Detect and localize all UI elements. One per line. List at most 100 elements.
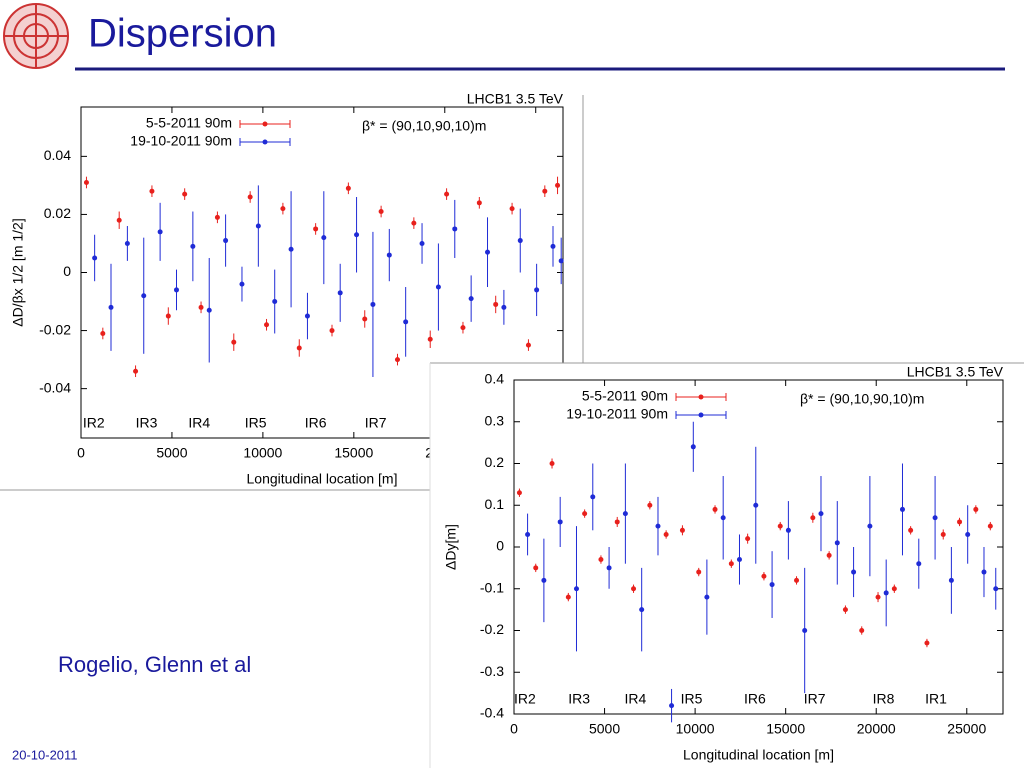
region-label: IR1 [925, 691, 947, 707]
y-tick-label: 0 [496, 538, 504, 554]
region-label: IR6 [305, 415, 327, 431]
y-tick-label: 0.02 [44, 205, 71, 221]
region-label: IR8 [873, 691, 895, 707]
point [370, 301, 376, 307]
chart-title: LHCB1 3.5 TeV [907, 364, 1004, 380]
point [777, 523, 783, 529]
point [753, 502, 759, 508]
x-tick-label: 25000 [947, 721, 986, 737]
point [712, 506, 718, 512]
point [345, 185, 351, 191]
point [403, 319, 409, 325]
point [720, 515, 726, 521]
point [728, 561, 734, 567]
point [655, 523, 661, 529]
point [834, 540, 840, 546]
point [981, 569, 987, 575]
region-label: IR4 [188, 415, 210, 431]
point [124, 240, 130, 246]
point [875, 594, 881, 600]
y-tick-label: 0 [63, 263, 71, 279]
logo [3, 3, 69, 69]
region-label: IR5 [681, 691, 703, 707]
point [704, 594, 710, 600]
point [280, 206, 286, 212]
point [826, 552, 832, 558]
point [802, 628, 808, 633]
point [214, 214, 220, 220]
point [557, 519, 563, 525]
y-tick-label: -0.02 [39, 321, 71, 337]
point [940, 531, 946, 537]
region-label: IR2 [83, 415, 105, 431]
point [818, 511, 824, 517]
point [565, 594, 571, 600]
point [337, 290, 343, 296]
point [304, 313, 310, 319]
annotation: β* = (90,10,90,10)m [800, 391, 924, 407]
point [957, 519, 963, 525]
y-tick-label: -0.04 [39, 379, 71, 395]
point [516, 490, 522, 496]
point [116, 217, 122, 223]
point [501, 304, 507, 310]
date: 20-10-2011 [12, 747, 78, 762]
legend-swatch [698, 412, 704, 418]
x-axis-label: Longitudinal location [m] [683, 747, 834, 763]
point [247, 194, 253, 200]
y-tick-label: 0.1 [485, 496, 505, 512]
point [272, 299, 278, 305]
point [411, 220, 417, 226]
y-tick-label: 0.3 [485, 412, 505, 428]
point [182, 191, 188, 197]
point [810, 515, 816, 521]
point [288, 246, 294, 252]
x-tick-label: 15000 [334, 445, 373, 461]
region-label: IR5 [245, 415, 267, 431]
x-tick-label: 15000 [766, 721, 805, 737]
y-tick-label: 0.2 [485, 454, 505, 470]
point [427, 336, 433, 342]
point [669, 703, 675, 709]
point [598, 557, 604, 563]
x-tick-label: 5000 [156, 445, 187, 461]
point [321, 235, 327, 241]
y-tick-label: -0.3 [480, 663, 504, 679]
point [525, 531, 531, 537]
point [509, 206, 515, 212]
point [550, 243, 556, 249]
point [255, 223, 261, 229]
region-label: IR3 [136, 415, 158, 431]
point [190, 243, 196, 249]
point [452, 226, 458, 232]
point [948, 577, 954, 583]
point [785, 527, 791, 533]
annotation: β* = (90,10,90,10)m [362, 118, 486, 134]
point [606, 565, 612, 571]
point [622, 511, 628, 517]
point [264, 322, 270, 328]
point [239, 281, 245, 287]
legend-label: 19-10-2011 90m [566, 406, 668, 422]
legend-swatch [698, 394, 704, 400]
point [614, 519, 620, 525]
point [736, 557, 742, 563]
panel-background [430, 363, 1024, 768]
point [679, 527, 685, 533]
point [549, 461, 555, 466]
point [92, 255, 98, 261]
point [435, 284, 441, 290]
point [108, 304, 114, 310]
region-label: IR4 [624, 691, 646, 707]
point [794, 577, 800, 583]
point [525, 342, 531, 348]
y-axis-label: ΔDy[m] [443, 524, 459, 570]
region-label: IR3 [568, 691, 590, 707]
chart: -0.4 -0.3 -0.2 -0.1 0 0.1 0.2 0.3 0.4 0 5000 10000 1… [443, 364, 1004, 763]
y-tick-label: 0.4 [485, 371, 505, 387]
point [908, 527, 914, 533]
point [542, 188, 548, 194]
point [932, 515, 938, 521]
